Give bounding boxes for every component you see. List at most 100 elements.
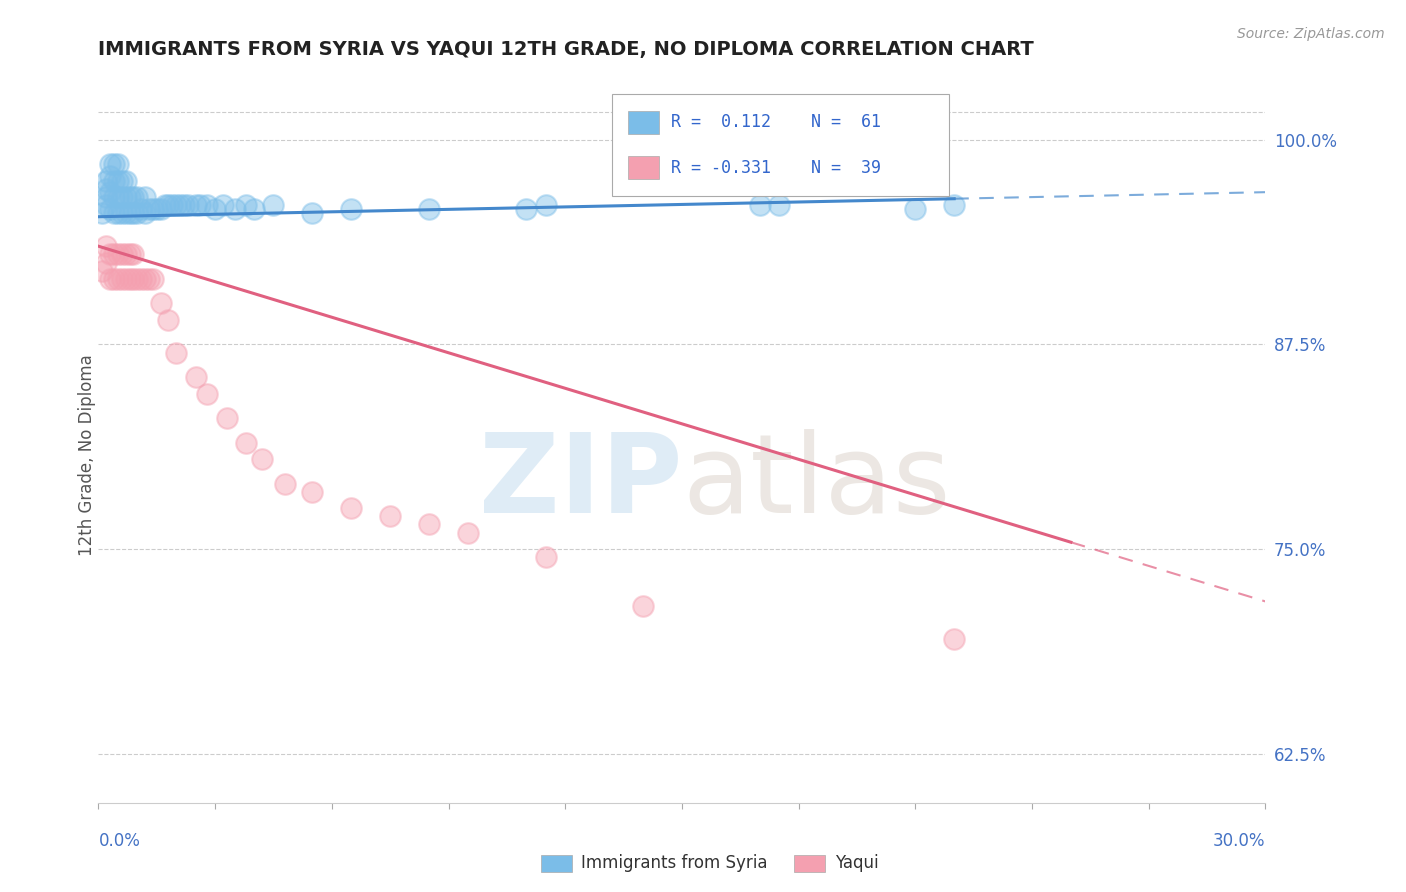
Point [118, 272, 141, 286]
Point [380, 509, 402, 524]
Point [195, 198, 218, 212]
Point [173, 198, 195, 212]
Point [943, 198, 966, 212]
Point [111, 206, 134, 220]
Point [107, 247, 129, 261]
Point [177, 198, 200, 212]
Point [215, 411, 238, 425]
Point [98, 272, 121, 286]
Point [457, 525, 479, 540]
Point [114, 247, 136, 261]
Point [96, 255, 118, 269]
Point [129, 202, 152, 216]
Point [122, 190, 145, 204]
Point [98, 169, 121, 183]
Point [904, 202, 927, 216]
Text: 0.0%: 0.0% [98, 832, 141, 850]
Point [98, 185, 121, 199]
Text: atlas: atlas [682, 429, 950, 536]
Point [212, 198, 235, 212]
Point [188, 198, 211, 212]
Point [96, 190, 118, 204]
Point [146, 202, 169, 216]
Point [768, 198, 790, 212]
Point [157, 198, 180, 212]
Point [107, 206, 129, 220]
Text: Source: ZipAtlas.com: Source: ZipAtlas.com [1237, 27, 1385, 41]
Point [127, 206, 149, 220]
Text: R =  0.112    N =  61: R = 0.112 N = 61 [671, 113, 880, 131]
Point [165, 345, 187, 359]
Point [224, 202, 246, 216]
Point [96, 239, 118, 253]
Point [235, 198, 257, 212]
Point [103, 206, 125, 220]
Point [103, 272, 125, 286]
Point [515, 202, 537, 216]
Point [127, 190, 149, 204]
Point [340, 202, 363, 216]
Point [114, 206, 136, 220]
Point [534, 198, 557, 212]
Point [107, 174, 129, 188]
Text: ZIP: ZIP [478, 429, 682, 536]
Text: IMMIGRANTS FROM SYRIA VS YAQUI 12TH GRADE, NO DIPLOMA CORRELATION CHART: IMMIGRANTS FROM SYRIA VS YAQUI 12TH GRAD… [98, 40, 1035, 59]
Point [748, 198, 770, 212]
Point [134, 190, 156, 204]
Point [418, 517, 440, 532]
Point [96, 198, 118, 212]
Point [195, 386, 218, 401]
Point [142, 272, 165, 286]
Point [118, 190, 141, 204]
Point [157, 313, 180, 327]
Point [91, 264, 114, 278]
Point [122, 206, 145, 220]
Text: 30.0%: 30.0% [1213, 832, 1265, 850]
Point [169, 198, 191, 212]
Point [114, 190, 136, 204]
Point [149, 202, 172, 216]
Point [91, 206, 114, 220]
Point [134, 272, 156, 286]
Point [118, 247, 141, 261]
Point [114, 272, 136, 286]
Point [274, 476, 297, 491]
Point [111, 190, 134, 204]
Point [262, 198, 284, 212]
Point [153, 198, 176, 212]
Point [122, 272, 145, 286]
Point [534, 550, 557, 565]
Point [98, 157, 121, 171]
Point [184, 370, 207, 384]
Text: Yaqui: Yaqui [835, 855, 879, 872]
Point [98, 202, 121, 216]
Point [96, 182, 118, 196]
Point [107, 272, 129, 286]
Point [631, 599, 654, 614]
Point [250, 452, 273, 467]
Point [204, 202, 226, 216]
Point [184, 198, 207, 212]
Point [122, 247, 145, 261]
Point [103, 157, 125, 171]
Point [162, 198, 184, 212]
Point [301, 206, 323, 220]
Text: Immigrants from Syria: Immigrants from Syria [581, 855, 768, 872]
Point [111, 247, 134, 261]
Point [142, 202, 165, 216]
Point [301, 484, 323, 499]
Point [114, 174, 136, 188]
Point [129, 272, 152, 286]
Point [165, 198, 187, 212]
Point [235, 435, 257, 450]
Point [243, 202, 266, 216]
Point [138, 202, 160, 216]
Point [138, 272, 160, 286]
Point [103, 174, 125, 188]
Text: R = -0.331    N =  39: R = -0.331 N = 39 [671, 159, 880, 177]
Point [107, 157, 129, 171]
Point [103, 247, 125, 261]
Point [111, 174, 134, 188]
Point [118, 206, 141, 220]
Point [418, 202, 440, 216]
